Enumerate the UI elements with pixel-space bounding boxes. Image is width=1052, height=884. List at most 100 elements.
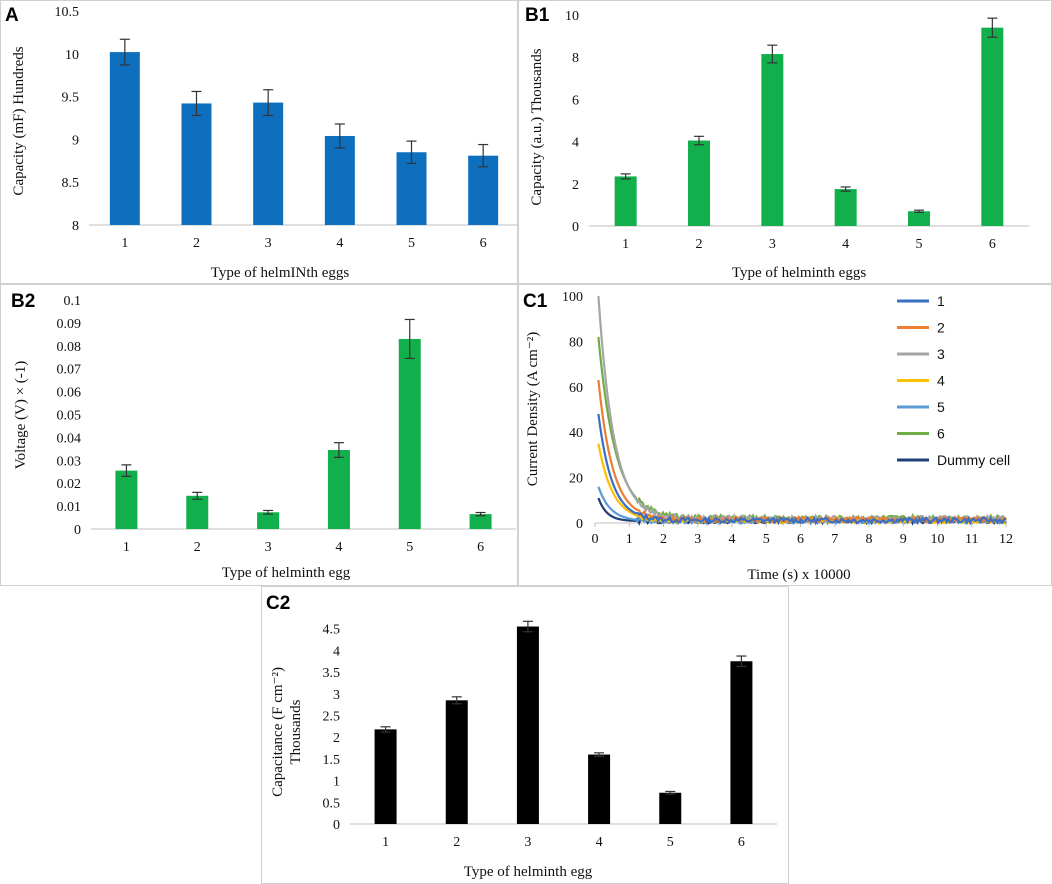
x-tick-label: 7: [831, 532, 838, 547]
y-axis-label: Capacitance (F cm⁻²): [270, 667, 286, 797]
bar-6: [981, 27, 1004, 226]
y-axis-label: Capacity (a.u.) Thousands: [529, 48, 545, 205]
x-tick-label: 5: [916, 237, 923, 252]
y-tick-label: 9: [72, 133, 79, 148]
bar-2: [181, 103, 212, 225]
y-tick-label: 20: [569, 472, 583, 487]
y-tick-label: 10: [65, 48, 79, 63]
bar-4: [327, 449, 350, 529]
x-tick-label: 5: [408, 236, 415, 251]
x-tick-label: 4: [842, 237, 849, 252]
x-tick-label: 6: [477, 540, 484, 555]
y-tick-label: 0: [576, 517, 583, 532]
bar-6: [730, 661, 753, 824]
x-tick-label: 3: [769, 237, 776, 252]
bar-1: [614, 176, 637, 226]
y-tick-label: 10: [565, 9, 579, 24]
x-tick-label: 0: [592, 532, 599, 547]
x-tick-label: 3: [265, 236, 272, 251]
x-tick-label: 6: [480, 236, 487, 251]
y-axis-label: Current Density (A cm⁻²): [525, 332, 541, 486]
y-tick-label: 0: [74, 523, 81, 538]
panel-label: C2: [266, 593, 290, 614]
bar-3: [761, 54, 784, 226]
bar-3: [516, 626, 539, 824]
y-tick-label: 4: [333, 644, 340, 659]
x-tick-label: 2: [194, 540, 201, 555]
y-tick-label: 80: [569, 335, 583, 350]
panel-b2: B2 Voltage (V) × (-1) Type of helminth e…: [0, 284, 518, 586]
y-tick-label: 100: [562, 290, 583, 305]
legend-label: 4: [937, 373, 945, 389]
bar-3: [257, 512, 280, 529]
panel-label: A: [5, 5, 19, 26]
y-tick-label: 0: [333, 818, 340, 833]
x-tick-label: 3: [694, 532, 701, 547]
y-tick-label: 0.05: [57, 409, 82, 424]
x-tick-label: 1: [622, 237, 629, 252]
y-tick-label: 0.02: [57, 477, 82, 492]
bar-3: [253, 102, 284, 225]
x-tick-label: 12: [999, 532, 1013, 547]
legend-label: 1: [937, 293, 945, 309]
y-axis-label: Capacity (mF) Hundreds: [11, 46, 27, 195]
panel-label: B1: [525, 5, 550, 26]
y-tick-label: 10.5: [55, 5, 80, 20]
x-tick-label: 5: [406, 540, 413, 555]
legend-label: 6: [937, 426, 945, 442]
y-tick-label: 60: [569, 381, 583, 396]
x-tick-label: 4: [729, 532, 736, 547]
bar-1: [374, 729, 397, 824]
x-tick-label: 1: [123, 540, 130, 555]
x-tick-label: 2: [660, 532, 667, 547]
legend-label: 5: [937, 399, 945, 415]
x-tick-label: 5: [667, 835, 674, 850]
series-line-6: [597, 336, 1007, 524]
x-tick-label: 1: [382, 835, 389, 850]
y-tick-label: 40: [569, 426, 583, 441]
chart-c2-svg: C2 Capacitance (F cm⁻²) Thousands Type o…: [266, 593, 777, 880]
bar-5: [398, 338, 421, 529]
y-tick-label: 0.04: [57, 431, 82, 446]
y-tick-label: 0.5: [323, 796, 341, 811]
x-tick-label: 4: [596, 835, 603, 850]
y-tick-label: 8: [72, 219, 79, 234]
x-axis-label: Type of helminth egg: [222, 565, 351, 581]
chart-b1-svg: B1 Capacity (a.u.) Thousands Type of hel…: [525, 5, 1029, 281]
bar-2: [186, 495, 209, 529]
x-tick-label: 1: [626, 532, 633, 547]
x-tick-label: 2: [453, 835, 460, 850]
y-tick-label: 2.5: [323, 710, 341, 725]
panel-c2: C2 Capacitance (F cm⁻²) Thousands Type o…: [261, 586, 789, 884]
y-axis-label-thousands: Thousands: [288, 699, 304, 764]
x-axis-label: Time (s) x 10000: [747, 567, 850, 583]
y-tick-label: 1.5: [323, 753, 341, 768]
legend-label: 3: [937, 346, 945, 362]
series-line-1: [597, 413, 1007, 526]
x-tick-label: 4: [335, 540, 342, 555]
x-tick-label: 3: [524, 835, 531, 850]
bar-5: [659, 792, 682, 824]
x-tick-label: 5: [763, 532, 770, 547]
x-tick-label: 10: [931, 532, 945, 547]
y-tick-label: 9.5: [62, 91, 80, 106]
x-tick-label: 9: [900, 532, 907, 547]
panel-c1: C1 Current Density (A cm⁻²) Time (s) x 1…: [518, 284, 1052, 586]
y-tick-label: 4.5: [323, 623, 341, 638]
x-tick-label: 3: [265, 540, 272, 555]
y-tick-label: 0.01: [57, 500, 82, 515]
x-tick-label: 2: [696, 237, 703, 252]
y-tick-label: 0.07: [57, 363, 82, 378]
y-tick-label: 4: [572, 136, 579, 151]
y-tick-label: 0.03: [57, 454, 82, 469]
y-tick-label: 0.1: [64, 294, 82, 309]
series-line-3: [597, 295, 1007, 524]
y-tick-label: 0: [572, 220, 579, 235]
bar-1: [115, 470, 138, 529]
bar-5: [396, 152, 427, 225]
bar-4: [588, 754, 611, 824]
x-tick-label: 6: [989, 237, 996, 252]
bar-2: [688, 140, 710, 226]
panel-a: A Capacity (mF) Hundreds Type of helmINt…: [0, 0, 518, 284]
bar-5: [908, 211, 930, 226]
